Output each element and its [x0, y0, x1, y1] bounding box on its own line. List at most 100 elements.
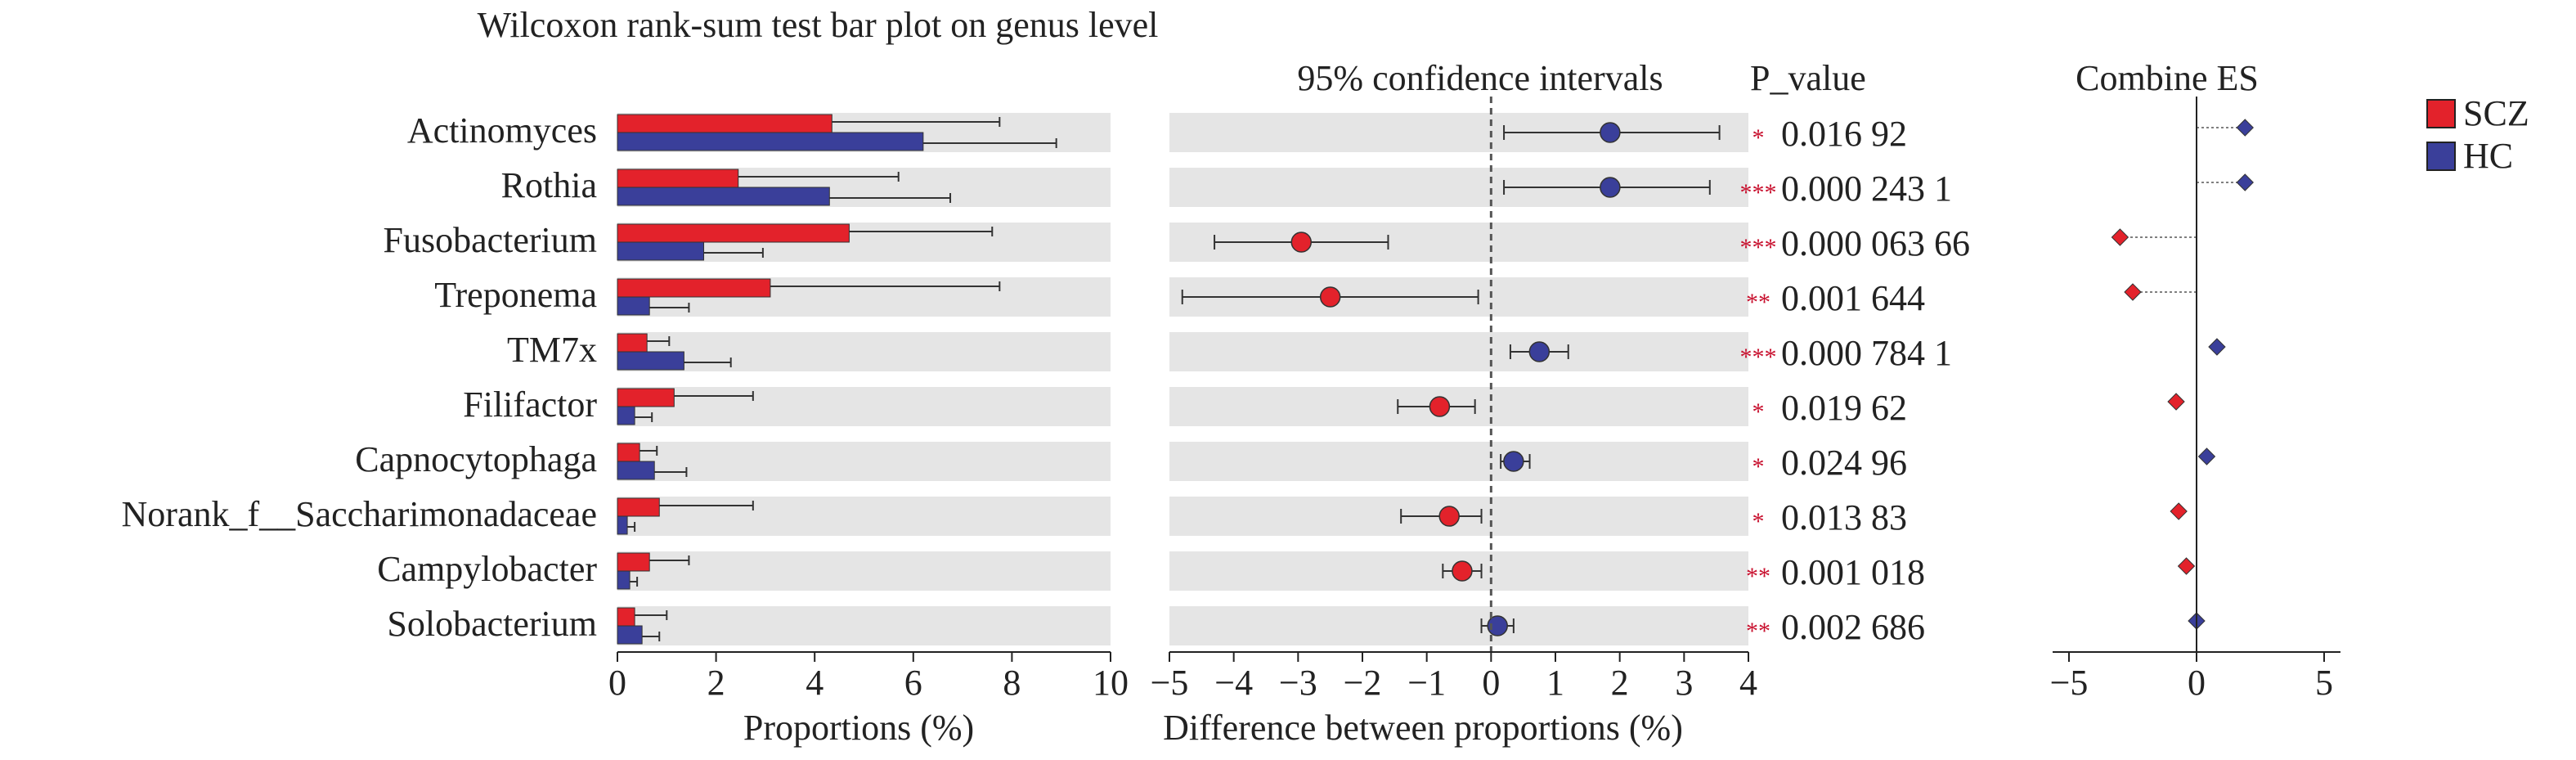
proportion-row-band	[617, 332, 1111, 371]
proportions-tick-label: 8	[1003, 663, 1021, 703]
es-diamond	[2236, 119, 2254, 137]
chart-title: Wilcoxon rank-sum test bar plot on genus…	[478, 5, 1159, 45]
p-value: 0.024 96	[1781, 443, 1907, 483]
proportion-row-band	[617, 442, 1111, 481]
category-label: Capnocytophaga	[355, 439, 597, 479]
proportions-axis-label: Proportions (%)	[743, 708, 974, 748]
bar-hc	[617, 351, 684, 371]
category-label: TM7x	[507, 330, 597, 370]
bar-scz	[617, 607, 635, 627]
difference-tick-label: 3	[1675, 663, 1693, 703]
bar-scz	[617, 223, 850, 243]
significance-stars: **	[1746, 618, 1770, 645]
es-diamond	[2124, 283, 2142, 301]
proportions-tick-label: 2	[707, 663, 725, 703]
difference-tick-label: −4	[1214, 663, 1253, 703]
ci-point	[1438, 506, 1460, 527]
p-value-header: P_value	[1750, 58, 1866, 98]
category-label: Treponema	[434, 275, 597, 315]
proportions-tick-label: 10	[1093, 663, 1129, 703]
significance-stars: *	[1752, 398, 1765, 425]
bar-scz	[617, 333, 648, 353]
es-tick-label: 0	[2188, 663, 2206, 703]
es-diamond	[2208, 338, 2226, 356]
bar-scz	[617, 388, 675, 407]
combine-es-title: Combine ES	[2076, 58, 2259, 98]
ci-point	[1528, 341, 1551, 362]
difference-tick-label: −1	[1407, 663, 1446, 703]
proportions-tick-label: 4	[806, 663, 824, 703]
es-tick-label: 5	[2315, 663, 2333, 703]
significance-stars: ***	[1740, 344, 1777, 371]
significance-stars: *	[1752, 508, 1765, 535]
legend-swatch-hc	[2426, 142, 2456, 171]
proportions-tick-label: 6	[904, 663, 922, 703]
es-diamond	[2170, 502, 2188, 520]
bar-scz	[617, 114, 832, 133]
es-diamond	[2197, 447, 2216, 465]
bar-hc	[617, 461, 655, 480]
difference-tick-label: −2	[1344, 663, 1382, 703]
bar-hc	[617, 625, 643, 645]
bar-scz	[617, 443, 640, 462]
difference-tick-label: −3	[1279, 663, 1317, 703]
p-value: 0.016 92	[1781, 114, 1907, 154]
bar-scz	[617, 497, 660, 517]
proportions-tick-label: 0	[608, 663, 626, 703]
category-label: Actinomyces	[407, 110, 597, 151]
category-label: Filifactor	[463, 384, 597, 425]
bar-hc	[617, 406, 635, 425]
significance-stars: *	[1752, 453, 1765, 480]
es-diamond	[2177, 557, 2196, 575]
ci-point	[1319, 286, 1341, 308]
significance-stars: *	[1752, 124, 1765, 151]
difference-row-band	[1169, 332, 1748, 371]
p-value: 0.002 686	[1781, 607, 1925, 647]
ci-point	[1429, 396, 1451, 417]
category-label: Norank_f__Saccharimonadaceae	[122, 494, 597, 534]
es-diamond	[2236, 173, 2254, 191]
category-label: Rothia	[501, 165, 597, 205]
bar-scz	[617, 169, 739, 188]
ci-point	[1487, 615, 1508, 636]
ci-point	[1503, 451, 1524, 472]
difference-row-band	[1169, 606, 1748, 645]
bar-scz	[617, 278, 771, 298]
bar-hc	[617, 132, 924, 151]
difference-tick-label: 0	[1482, 663, 1500, 703]
difference-tick-label: 2	[1611, 663, 1629, 703]
p-value: 0.013 83	[1781, 497, 1907, 537]
difference-row-band	[1169, 442, 1748, 481]
proportion-row-band	[617, 606, 1111, 645]
ci-point	[1600, 177, 1621, 198]
significance-stars: **	[1746, 289, 1770, 316]
significance-stars: ***	[1740, 234, 1777, 261]
p-value: 0.019 62	[1781, 388, 1907, 428]
bar-hc	[617, 296, 650, 316]
ci-point	[1290, 232, 1313, 253]
ci-point	[1600, 122, 1621, 143]
es-diamond	[2167, 393, 2185, 411]
proportion-row-band	[617, 497, 1111, 536]
proportion-row-band	[617, 551, 1111, 591]
bar-hc	[617, 570, 631, 590]
difference-tick-label: −5	[1151, 663, 1189, 703]
difference-tick-label: 1	[1546, 663, 1564, 703]
legend-swatch-scz	[2426, 99, 2456, 128]
proportion-row-band	[617, 387, 1111, 426]
ci-point	[1452, 560, 1473, 582]
bar-hc	[617, 187, 830, 206]
es-diamond	[2111, 228, 2129, 246]
category-label: Campylobacter	[377, 549, 597, 589]
significance-stars: ***	[1740, 179, 1777, 206]
legend-label-scz: SCZ	[2463, 93, 2529, 133]
bar-hc	[617, 241, 705, 261]
p-value: 0.001 018	[1781, 552, 1925, 592]
category-label: Fusobacterium	[383, 220, 597, 260]
bar-scz	[617, 552, 650, 572]
p-value: 0.000 243 1	[1781, 169, 1952, 209]
bar-hc	[617, 515, 628, 535]
difference-tick-label: 4	[1739, 663, 1757, 703]
